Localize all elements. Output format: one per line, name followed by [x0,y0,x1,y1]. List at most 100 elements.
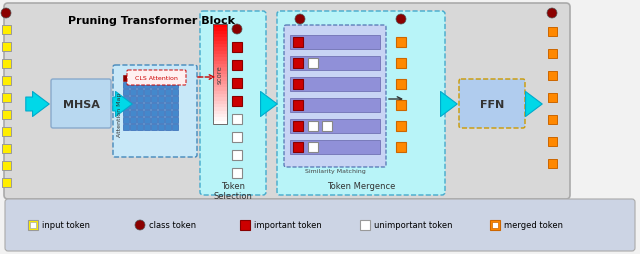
Bar [137,83,143,89]
Bar [213,71,227,75]
Bar [396,80,406,90]
Bar [130,90,136,96]
FancyBboxPatch shape [200,12,266,195]
Bar [172,110,178,117]
Bar [232,97,242,107]
Bar [232,150,242,160]
Bar [172,104,178,109]
Bar [144,110,150,117]
Bar [137,97,143,103]
FancyBboxPatch shape [5,199,635,251]
Bar [213,28,227,32]
Bar [151,118,157,123]
Bar [151,124,157,131]
Bar [213,111,227,115]
Bar [172,76,178,82]
Bar [165,118,171,123]
Bar [548,50,557,59]
Bar [213,31,227,35]
Bar [293,101,303,110]
FancyBboxPatch shape [127,71,186,86]
Bar [137,76,143,82]
Bar [172,90,178,96]
Bar [144,90,150,96]
Bar [213,25,227,124]
Bar [2,60,11,69]
Bar [213,38,227,42]
Bar [396,101,406,110]
Bar [213,95,227,99]
Bar [123,97,129,103]
Bar [548,94,557,103]
Circle shape [295,15,305,25]
Bar [2,77,11,86]
Bar [123,118,129,123]
Bar [130,124,136,131]
Bar [213,58,227,62]
Bar [172,124,178,131]
Bar [130,83,136,89]
Bar [158,110,164,117]
Bar [213,105,227,108]
Bar [172,83,178,89]
Bar [2,43,11,52]
Text: score: score [217,65,223,84]
Bar [308,142,318,152]
Bar [137,90,143,96]
Text: merged token: merged token [504,221,563,230]
Bar [165,90,171,96]
Circle shape [547,9,557,19]
Bar [123,76,129,82]
Bar [213,101,227,105]
Bar [2,26,11,35]
Bar [137,124,143,131]
Text: input token: input token [42,221,90,230]
Bar [213,108,227,112]
Bar [213,118,227,122]
Bar [548,28,557,37]
FancyBboxPatch shape [113,66,197,157]
Bar [290,140,380,154]
Bar [144,104,150,109]
Bar [172,97,178,103]
Bar [158,118,164,123]
Bar [213,65,227,69]
Bar [232,79,242,89]
FancyBboxPatch shape [4,4,570,199]
Bar [165,104,171,109]
Bar [492,222,498,228]
Text: Token
Selection: Token Selection [214,181,252,201]
Bar [232,133,242,142]
Text: class token: class token [149,221,196,230]
Bar [144,118,150,123]
Bar [213,81,227,85]
Bar [172,118,178,123]
FancyBboxPatch shape [459,80,525,129]
Text: unimportant token: unimportant token [374,221,452,230]
Bar [396,142,406,152]
Bar [151,97,157,103]
Bar [290,120,380,133]
Bar [151,83,157,89]
Bar [213,115,227,118]
Bar [290,36,380,50]
Bar [137,110,143,117]
Bar [322,121,332,132]
Bar [123,90,129,96]
Bar [490,220,500,230]
Bar [213,55,227,59]
Bar [158,83,164,89]
Bar [396,59,406,69]
Bar [130,76,136,82]
Bar [213,45,227,49]
Bar [151,104,157,109]
Bar [548,137,557,146]
Text: MHSA: MHSA [63,100,99,109]
Bar [151,90,157,96]
Bar [213,88,227,92]
Bar [144,97,150,103]
Bar [396,121,406,132]
Bar [213,41,227,45]
FancyBboxPatch shape [277,12,445,195]
Text: Token Mergence: Token Mergence [327,181,395,190]
